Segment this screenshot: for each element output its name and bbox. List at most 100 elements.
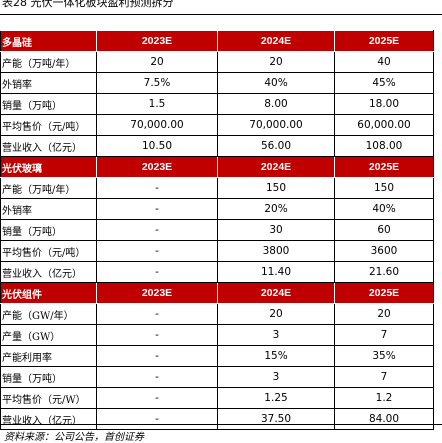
table-row: 外销率 7.5% 40% 45% [0,72,434,94]
table-row: 产能利用率 - 15% 35% [0,345,434,367]
table-cell: 3600 [334,240,434,262]
table-cell: 150 [217,177,335,199]
table-cell: 35% [334,345,434,367]
table-row: 平均售价（元/W） - 1.25 1.2 [0,387,434,409]
table-cell: 15% [217,345,335,367]
table-cell: 20 [96,51,218,73]
table-row: 产能（GW/年） - 20 20 [0,303,434,325]
table-cell: - [96,345,218,367]
table-cell: 11.40 [217,261,335,283]
row-label: 外销率 [0,198,97,220]
row-label: 平均售价（元/W） [0,387,97,409]
table-cell: - [96,198,218,220]
year-header: 2024E [217,156,335,178]
table-cell: 18.00 [334,93,434,115]
table-cell: 1.2 [334,387,434,409]
forecast-table: 多晶硅 2023E 2024E 2025E 产能（万吨/年） 20 20 40 … [0,30,434,430]
table-cell: 40 [334,51,434,73]
table-cell: 20 [217,51,335,73]
table-cell: 40% [217,72,335,94]
table-cell: 7.5% [96,72,218,94]
table-cell: 20 [217,303,335,325]
row-label: 产能利用率 [0,345,97,367]
year-header: 2025E [334,156,434,178]
table-cell: - [96,240,218,262]
table-cell: 21.60 [334,261,434,283]
year-header: 2024E [217,282,335,304]
table-row: 营业收入（亿元） - 11.40 21.60 [0,261,434,283]
table-cell: - [96,177,218,199]
year-header: 2024E [217,30,335,52]
row-label: 产能（万吨/年） [0,51,97,73]
bottom-divider [0,424,442,425]
row-label: 营业收入（亿元） [0,135,97,157]
table-row: 销量（万吨） 1.5 8.00 18.00 [0,93,434,115]
year-header: 2025E [334,30,434,52]
section-title: 光伏组件 [0,282,97,304]
source-note: 资料来源：公司公告，首创证券 [4,432,144,443]
row-label: 销量（万吨） [0,93,97,115]
table-cell: 3 [217,366,335,388]
row-label: 销量（万吨） [0,219,97,241]
table-cell: 37.50 [217,408,335,430]
row-label: 营业收入（亿元） [0,408,97,430]
row-label: 平均售价（元/吨） [0,114,97,136]
table-cell: 1.25 [217,387,335,409]
row-label: 产量（GW） [0,324,97,346]
table-row: 营业收入（亿元） 10.50 56.00 108.00 [0,135,434,157]
year-header: 2025E [334,282,434,304]
year-header: 2023E [96,156,218,178]
row-label: 平均售价（元/吨） [0,240,97,262]
row-label: 外销率 [0,72,97,94]
table-row: 外销率 - 20% 40% [0,198,434,220]
row-label: 销量（万吨） [0,366,97,388]
section-header-row: 光伏组件 2023E 2024E 2025E [0,282,434,304]
table-cell: 84.00 [334,408,434,430]
year-header: 2023E [96,282,218,304]
table-cell: 20% [217,198,335,220]
table-cell: 7 [334,366,434,388]
row-label: 营业收入（亿元） [0,261,97,283]
table-cell: 70,000.00 [217,114,335,136]
table-row: 平均售价（元/吨） - 3800 3600 [0,240,434,262]
table-row: 产能（万吨/年） 20 20 40 [0,51,434,73]
table-cell: 108.00 [334,135,434,157]
table-cell: 70,000.00 [96,114,218,136]
row-label: 产能（万吨/年） [0,177,97,199]
table-cell: 56.00 [217,135,335,157]
year-header: 2023E [96,30,218,52]
table-cell: 40% [334,198,434,220]
table-title: 表28 光伏一体化板块盈利预测拆分 [2,0,174,9]
section-title: 光伏玻璃 [0,156,97,178]
table-cell: - [96,408,218,430]
table-cell: 30 [217,219,335,241]
table-cell: 60,000.00 [334,114,434,136]
section-header-row: 多晶硅 2023E 2024E 2025E [0,30,434,52]
table-cell: - [96,261,218,283]
row-label: 产能（GW/年） [0,303,97,325]
table-cell: 7 [334,324,434,346]
title-divider [0,14,442,15]
table-row: 平均售价（元/吨） 70,000.00 70,000.00 60,000.00 [0,114,434,136]
table-row: 产量（GW） - 3 7 [0,324,434,346]
section-title: 多晶硅 [0,30,97,52]
table-cell: - [96,366,218,388]
table-row: 产能（万吨/年） - 150 150 [0,177,434,199]
section-header-row: 光伏玻璃 2023E 2024E 2025E [0,156,434,178]
table-cell: 8.00 [217,93,335,115]
table-cell: 3 [217,324,335,346]
table-cell: 45% [334,72,434,94]
table-row: 销量（万吨） - 3 7 [0,366,434,388]
table-cell: 3800 [217,240,335,262]
table-row: 营业收入（亿元） - 37.50 84.00 [0,408,434,430]
table-cell: 150 [334,177,434,199]
table-cell: 10.50 [96,135,218,157]
table-cell: - [96,303,218,325]
table-cell: - [96,219,218,241]
table-cell: - [96,324,218,346]
table-cell: 1.5 [96,93,218,115]
table-row: 销量（万吨） - 30 60 [0,219,434,241]
table-cell: 60 [334,219,434,241]
table-cell: - [96,387,218,409]
